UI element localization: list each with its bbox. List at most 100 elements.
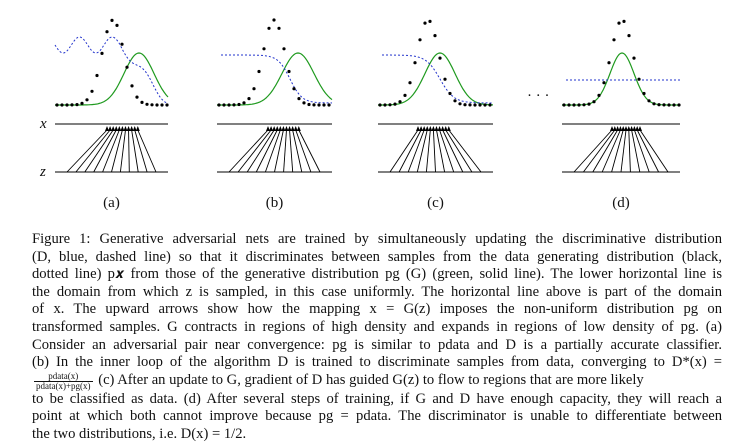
x-axis-label: x [39,116,47,132]
data-distribution-point [632,56,636,60]
data-distribution-point [413,61,417,65]
mapping-arrow [134,129,148,173]
arrow-head [440,126,445,131]
mapping-arrow [237,129,272,173]
arrow-head [635,126,640,131]
mapping-arrow [93,129,117,173]
arrow-head [296,126,301,131]
mapping-arrow [573,129,613,173]
data-distribution-point [130,84,134,88]
arrow-head [272,126,277,131]
caption-line-3: dotted line) p𝒙 from those of the genera… [32,266,722,283]
arrow-head [266,126,270,131]
data-distribution-point [297,97,301,101]
arrow-head [120,126,125,131]
data-distribution-point [160,103,164,107]
arrow-head [638,126,642,131]
panel-label: (a) [103,195,120,211]
data-distribution-point [65,103,69,107]
data-distribution-point [468,103,472,107]
data-distribution-point [150,103,154,107]
data-distribution-point [662,103,666,107]
mapping-arrow [432,129,436,173]
mapping-arrow [633,129,650,173]
mapping-arrow [289,129,294,173]
data-distribution-point [95,73,99,78]
data-distribution-point [312,103,316,107]
mapping-arrow [75,129,111,173]
data-distribution-point [478,103,482,107]
arrow-head [443,126,448,131]
data-distribution-point [433,34,437,38]
data-distribution-point [438,56,442,60]
data-distribution-point [110,18,114,22]
caption-line-7: Consider an adversarial pair near conver… [32,336,722,353]
data-distribution-point [302,101,306,105]
data-distribution-point [60,103,64,107]
data-distribution-point [307,102,311,107]
panel-label: (b) [266,195,284,211]
data-distribution-point [165,103,169,107]
data-distribution-point [378,103,382,107]
arrow-head [425,126,430,131]
panel-label: (c) [427,195,444,211]
data-distribution-point [393,102,397,106]
mapping-arrow [601,129,621,173]
panel-label: (d) [612,195,630,211]
mapping-arrow [66,129,108,173]
data-distribution-point [262,47,266,51]
data-distribution-point [242,101,246,105]
data-distribution-point [135,95,139,99]
arrow-head [275,126,280,131]
mapping-arrow [246,129,275,173]
mapping-arrow [102,129,120,173]
mapping-arrow [620,129,627,173]
mapping-arrow [448,129,482,173]
caption-line-1: Figure 1: Generative adversarial nets ar… [32,231,722,247]
data-distribution-point [125,65,129,69]
data-distribution-point [282,47,286,51]
arrow-head [123,126,128,131]
data-distribution-point [483,103,487,107]
arrow-head [284,126,289,131]
generative-distribution-curve [562,52,680,106]
data-distribution-point [267,26,271,30]
panel-a: (a) [54,18,169,211]
arrow-head [632,126,637,131]
arrow-head [269,126,274,131]
arrow-head [135,126,140,131]
mapping-arrow [636,129,660,173]
data-distribution-point [637,77,641,81]
mapping-arrow [292,129,303,173]
arrow-head [428,126,433,131]
mapping-arrow [628,129,631,173]
mapping-arrow [592,129,618,173]
arrow-head [624,126,628,131]
mapping-arrow [111,129,123,173]
arrow-head [416,126,420,131]
arrow-head [612,126,617,131]
data-distribution-point [100,51,104,56]
arrow-head [626,126,631,131]
arrow-head [111,126,116,131]
data-distribution-point [592,100,596,104]
data-distribution-point [403,93,407,97]
data-distribution-point [327,103,331,107]
mapping-arrow [445,129,473,173]
data-distribution-point [155,103,159,107]
caption-line-2: (D, blue, dashed line) so that it discri… [32,248,722,265]
data-distribution-point [672,103,676,107]
mapping-arrow [283,129,287,173]
data-distribution-point [227,103,231,107]
data-distribution-point [398,100,402,104]
mapping-arrow [228,129,269,173]
data-distribution-point [453,99,457,103]
arrow-head [621,126,626,131]
data-distribution-point [647,99,651,103]
arrow-head [281,126,286,131]
optimal-discriminator-fraction: pdata(x) pdata(x)+pg(x) [34,371,93,391]
mapping-arrow [611,129,624,173]
data-distribution-point [622,19,626,23]
data-distribution-point [567,103,571,107]
mapping-arrow [583,129,616,173]
